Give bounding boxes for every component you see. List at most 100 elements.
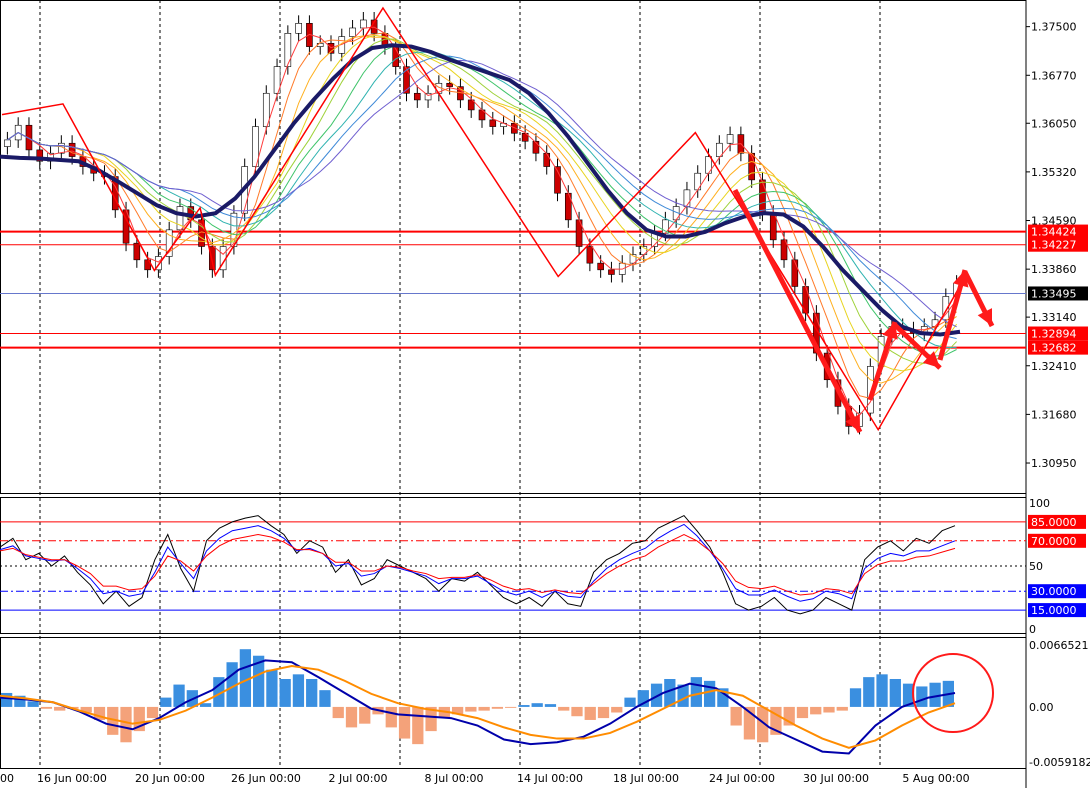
candle-body: [284, 33, 292, 67]
candle-body: [133, 242, 141, 261]
candle-body: [209, 246, 216, 271]
rsi-level-label: 30.0000: [1031, 585, 1077, 598]
ma-fan-line: [7, 34, 958, 372]
ma-fan-line: [7, 35, 957, 384]
candle-body: [629, 254, 637, 264]
price-tick-label: 1.35320: [1031, 166, 1077, 179]
rsi-tick-label: 100: [1029, 497, 1050, 510]
macd-hist-bar: [677, 684, 689, 707]
panel-frame-1: [0, 497, 1027, 634]
ma-fan-line: [7, 44, 957, 357]
macd-hist-bar: [425, 706, 437, 732]
price-tick-label: 1.36770: [1031, 69, 1077, 82]
rsi-tick-label: 0: [1029, 623, 1036, 636]
price-tick-label: 1.33140: [1031, 311, 1077, 324]
price-level-badge: [1028, 326, 1088, 341]
arrow-down-2: [893, 323, 942, 370]
macd-tick-label: 0.0066521: [1029, 639, 1089, 652]
candle-body: [262, 92, 270, 127]
macd-hist-bar: [876, 674, 888, 707]
x-tick-label: 26 Jun 00:00: [231, 772, 301, 785]
macd-hist-bar: [345, 706, 358, 728]
candle-body: [446, 82, 453, 87]
candle-body: [36, 149, 44, 162]
candle-body: [403, 66, 410, 94]
macd-hist-bar: [359, 706, 371, 724]
rsi-series-line: [0, 523, 956, 602]
price-tick-label: 1.34590: [1031, 215, 1077, 228]
candle-body: [4, 139, 11, 147]
rsi-level-label: 15.0000: [1031, 604, 1077, 617]
candle-body: [327, 43, 335, 54]
x-tick-label: 24 Jul 00:00: [709, 772, 775, 785]
arrow-down-1-shaft: [732, 188, 863, 434]
macd-hist-bar: [505, 706, 517, 708]
candle-body: [683, 189, 691, 207]
price-tick-label: 1.36050: [1031, 117, 1077, 130]
x-tick-label: 20 Jun 00:00: [135, 772, 205, 785]
macd-hist-bar: [120, 706, 132, 743]
candle-body: [424, 92, 432, 101]
macd-hist-bar: [332, 706, 344, 719]
price-level-label: 1.33495: [1031, 287, 1077, 300]
macd-hist-bar: [863, 677, 875, 707]
rsi-series-line: [0, 514, 956, 615]
macd-hist-bar: [14, 695, 26, 707]
candle-body: [155, 256, 162, 271]
macd-hist-bar: [571, 706, 583, 717]
macd-hist-bar: [80, 706, 92, 713]
price-level-label: 1.32682: [1031, 342, 1077, 355]
candle-body: [586, 246, 594, 264]
macd-hist-bar: [597, 706, 610, 719]
candle-body: [273, 66, 281, 94]
macd-hist-bar: [107, 706, 119, 735]
candle-body: [165, 229, 173, 257]
candle-body: [349, 27, 356, 37]
macd-series-line: [0, 659, 956, 755]
price-level-badge: [1028, 286, 1088, 301]
macd-hist-bar: [703, 680, 716, 707]
macd-hist-bar: [770, 706, 782, 735]
macd-hist-bar: [757, 706, 769, 743]
macd-hist-bar: [611, 706, 623, 713]
macd-series-line: [0, 664, 956, 749]
macd-hist-bar: [146, 706, 159, 719]
macd-hist-bar: [531, 703, 543, 707]
candle-body: [511, 122, 518, 134]
macd-hist-bar: [93, 706, 106, 720]
macd-hist-bar: [491, 706, 504, 709]
price-tick-label: 1.37500: [1031, 21, 1077, 34]
macd-hist-bar: [173, 684, 185, 707]
macd-hist-bar: [319, 690, 331, 707]
x-tick-label: 18 Jul 00:00: [613, 772, 679, 785]
macd-hist-bar: [306, 678, 318, 707]
candle-body: [748, 152, 755, 181]
macd-tick-label: 0.00: [1029, 701, 1054, 714]
arrow-down-2-head: [922, 351, 940, 368]
grid: [0, 0, 1027, 788]
x-tick-label: 00: [0, 772, 14, 785]
arrow-down-3: [962, 270, 995, 328]
candle-body: [413, 92, 421, 101]
macd-hist-bar: [558, 706, 570, 711]
macd-hist-bar: [743, 706, 756, 740]
macd-tick-label: -0.0059182: [1029, 756, 1090, 769]
price-tick-label: 1.31680: [1031, 408, 1077, 421]
candle-body: [252, 126, 259, 167]
candle-body: [554, 166, 561, 194]
axis-labels: 00 16 Jun 00:00 20 Jun 00:00 26 Jun 00:00 2 …: [0, 21, 1090, 785]
macd-hist-bar: [160, 697, 172, 707]
macd-hist-bar: [796, 706, 809, 719]
macd-hist-bar: [54, 706, 66, 711]
macd-hist-bar: [624, 697, 636, 707]
candle-body: [68, 142, 76, 157]
macd-hist-bar: [836, 706, 848, 711]
macd-hist-bar: [412, 706, 424, 745]
macd-hist-bar: [664, 678, 676, 707]
macd-hist-bar: [253, 655, 265, 707]
candle-body: [791, 259, 799, 287]
rsi-tick-label: 50: [1029, 560, 1043, 573]
macd-hist-bar: [279, 678, 291, 707]
macd-hist-bar: [783, 706, 795, 726]
